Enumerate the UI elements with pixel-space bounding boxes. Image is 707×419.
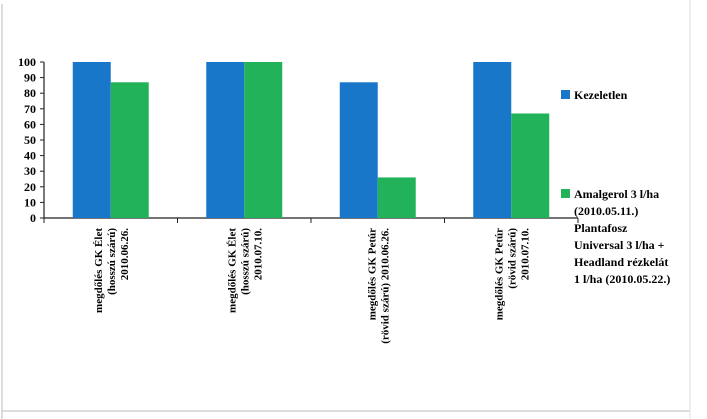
y-tick-label: 30	[24, 164, 36, 178]
bar	[511, 113, 550, 218]
legend-label: Headland rézkelát	[574, 255, 668, 269]
category-label: 2010.07.10.	[519, 228, 531, 281]
y-tick-label: 40	[24, 149, 36, 163]
bar	[206, 62, 245, 218]
category-label: megdőlés GK Élet	[226, 228, 238, 313]
y-tick-label: 70	[24, 102, 36, 116]
y-tick-label: 0	[30, 211, 36, 225]
y-tick-label: 100	[18, 55, 36, 69]
bar	[339, 82, 378, 218]
category-label: 2010.07.10.	[252, 228, 264, 281]
legend: Kezeletlen Amalgerol 3 l/ha (2010.05.11.) P…	[561, 88, 670, 286]
bar	[377, 177, 416, 218]
category-label: megdőlés GK Élet	[93, 228, 105, 313]
legend-label: Universal 3 l/ha +	[574, 238, 665, 252]
chart-frame	[1, 0, 691, 419]
bar	[110, 82, 149, 218]
y-tick-label: 20	[24, 180, 36, 194]
category-label: megdőlés GK Petúr	[366, 228, 378, 320]
legend-label: Amalgerol 3 l/ha	[574, 187, 659, 201]
legend-label: (2010.05.11.)	[574, 204, 638, 218]
category-label: (rövid szárú)	[506, 228, 518, 289]
legend-label: Plantafosz	[574, 221, 628, 235]
chart-bars	[72, 62, 550, 218]
bar	[473, 62, 512, 218]
y-tick-label: 10	[24, 195, 36, 209]
category-label: (hosszú szárú)	[106, 228, 118, 295]
category-label: (hosszú szárú)	[239, 228, 251, 295]
category-label: 2010.06.26.	[119, 228, 131, 281]
category-label: megdőlés GK Petúr	[493, 228, 505, 320]
y-tick-label: 80	[24, 86, 36, 100]
bar	[244, 62, 283, 218]
legend-swatch	[561, 90, 570, 99]
y-tick-label: 90	[24, 71, 36, 85]
legend-label: Kezeletlen	[574, 88, 628, 102]
y-tick-label: 50	[24, 133, 36, 147]
y-tick-label: 60	[24, 117, 36, 131]
category-label: (rövid szárú) 2010.06.26.	[379, 228, 391, 344]
bar	[72, 62, 111, 218]
legend-label: 1 l/ha (2010.05.22.)	[574, 272, 670, 286]
category-labels: megdőlés GK Élet (hosszú szárú) 2010.06.26…	[93, 228, 532, 344]
legend-swatch	[561, 189, 570, 198]
